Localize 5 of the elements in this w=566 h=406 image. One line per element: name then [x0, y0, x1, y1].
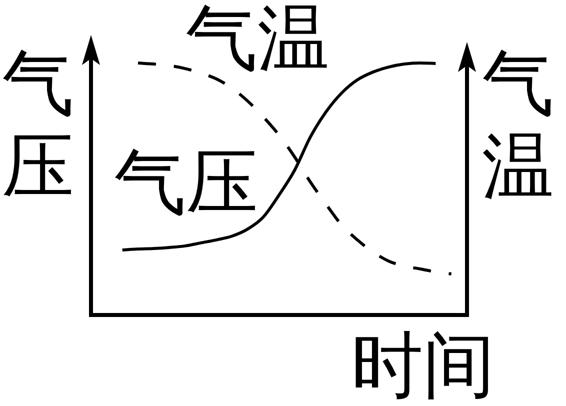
series-label: 气压: [114, 140, 258, 224]
series-label: 气温: [186, 0, 330, 80]
y2-axis-title: 气温: [482, 41, 554, 208]
x-axis-title: 时间: [351, 323, 495, 406]
y-axis-title: 气压: [2, 41, 74, 208]
